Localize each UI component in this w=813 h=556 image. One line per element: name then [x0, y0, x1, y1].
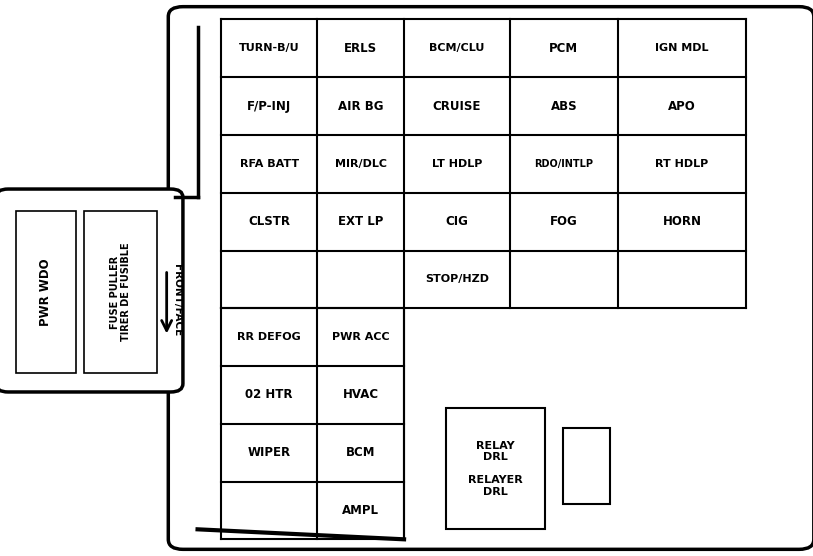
Bar: [446, 408, 545, 529]
Text: PCM: PCM: [550, 42, 578, 55]
Text: EXT LP: EXT LP: [338, 215, 383, 228]
Text: RFA BATT: RFA BATT: [240, 159, 298, 169]
Text: RR DEFOG: RR DEFOG: [237, 332, 301, 342]
Bar: [563, 428, 610, 504]
Text: PWR WDO: PWR WDO: [40, 258, 52, 326]
Text: ABS: ABS: [550, 100, 577, 113]
Text: F/P-INJ: F/P-INJ: [247, 100, 291, 113]
Text: CIG: CIG: [446, 215, 468, 228]
Text: BCM: BCM: [346, 446, 376, 459]
Text: WIPER: WIPER: [247, 446, 291, 459]
Text: AMPL: AMPL: [342, 504, 379, 517]
FancyBboxPatch shape: [168, 7, 813, 549]
FancyBboxPatch shape: [0, 189, 183, 392]
Text: BCM/CLU: BCM/CLU: [429, 43, 485, 53]
Text: FRONT/FACE: FRONT/FACE: [172, 264, 182, 336]
Text: RT HDLP: RT HDLP: [655, 159, 709, 169]
Text: MIR/DLC: MIR/DLC: [335, 159, 386, 169]
Text: APO: APO: [668, 100, 696, 113]
Text: HORN: HORN: [663, 215, 702, 228]
Text: CLSTR: CLSTR: [248, 215, 290, 228]
Text: LT HDLP: LT HDLP: [432, 159, 482, 169]
Text: CRUISE: CRUISE: [433, 100, 481, 113]
Text: RELAY
DRL

RELAYER
DRL: RELAY DRL RELAYER DRL: [467, 440, 523, 497]
Text: FOG: FOG: [550, 215, 578, 228]
Text: AIR BG: AIR BG: [338, 100, 383, 113]
Text: TURN-B/U: TURN-B/U: [239, 43, 299, 53]
Bar: [16, 211, 76, 373]
Text: IGN MDL: IGN MDL: [655, 43, 709, 53]
Text: PWR ACC: PWR ACC: [332, 332, 389, 342]
Bar: [84, 211, 157, 373]
Text: ERLS: ERLS: [344, 42, 377, 55]
Text: STOP/HZD: STOP/HZD: [425, 275, 489, 284]
Text: HVAC: HVAC: [342, 389, 379, 401]
Text: RDO/INTLP: RDO/INTLP: [534, 159, 593, 169]
Text: FUSE PULLER
TIRER DE FUSIBLE: FUSE PULLER TIRER DE FUSIBLE: [110, 242, 131, 341]
Text: 02 HTR: 02 HTR: [246, 389, 293, 401]
